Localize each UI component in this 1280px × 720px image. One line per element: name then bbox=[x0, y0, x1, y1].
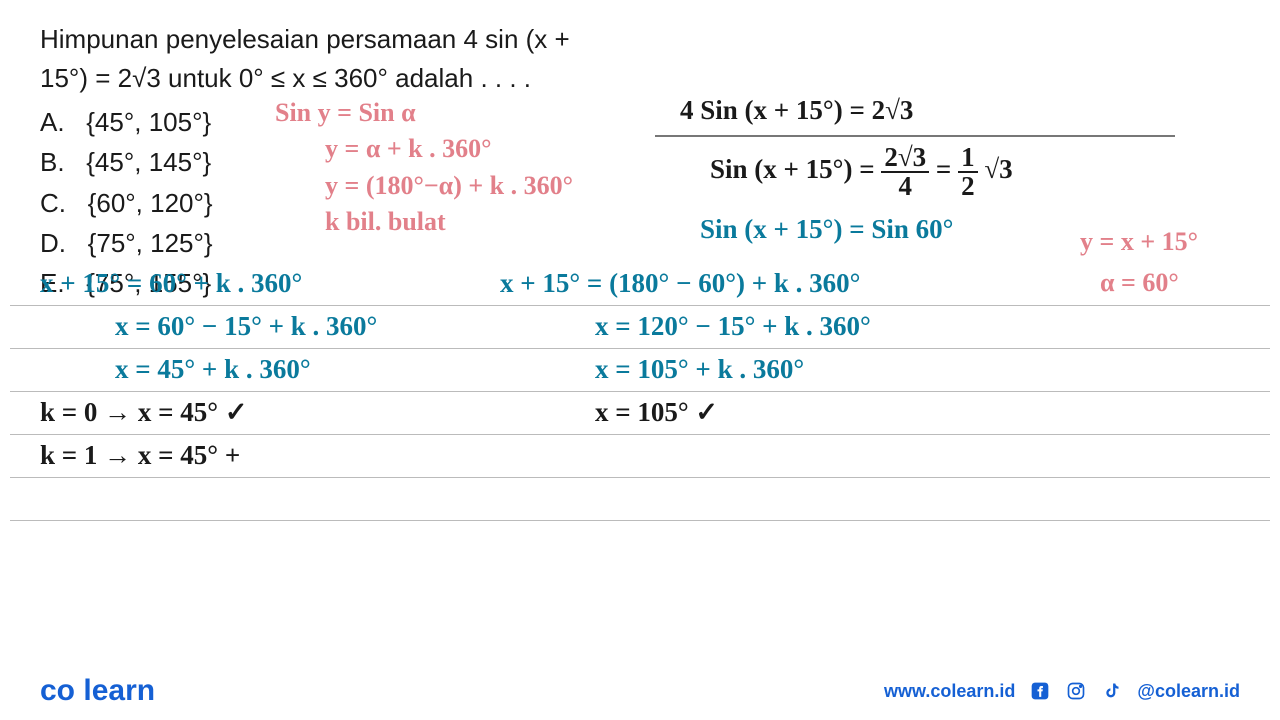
footer-handle: @colearn.id bbox=[1137, 681, 1240, 702]
option-d: D. {75°, 125°} bbox=[40, 223, 280, 263]
ruled-line bbox=[10, 391, 1270, 392]
pink-sub-2: α = 60° bbox=[1100, 268, 1179, 298]
pink-sub-1: y = x + 15° bbox=[1080, 227, 1198, 257]
footer: co learn www.colearn.id @colearn.id bbox=[0, 662, 1280, 720]
pink-formula-block: Sin y = Sin α y = α + k . 360° y = (180°… bbox=[275, 95, 573, 241]
brand-logo: co learn bbox=[40, 674, 155, 708]
work-r4-left: k = 0 → x = 45° ✓ bbox=[40, 397, 247, 428]
ruled-line bbox=[10, 305, 1270, 306]
ruled-line bbox=[10, 434, 1270, 435]
work-r2-left: x = 60° − 15° + k . 360° bbox=[115, 311, 377, 342]
facebook-icon bbox=[1029, 680, 1051, 702]
ruled-line bbox=[10, 477, 1270, 478]
option-a: A. {45°, 105°} bbox=[40, 102, 280, 142]
work-r4-right: x = 105° ✓ bbox=[595, 397, 718, 428]
ruled-line bbox=[10, 520, 1270, 521]
work-r5-left: k = 1 → x = 45° + bbox=[40, 440, 240, 471]
work-r3-right: x = 105° + k . 360° bbox=[595, 354, 804, 385]
pink-line-1: Sin y = Sin α bbox=[275, 95, 573, 131]
pink-line-4: k bil. bulat bbox=[275, 204, 573, 240]
pink-line-2: y = α + k . 360° bbox=[275, 131, 573, 167]
option-c: C. {60°, 120°} bbox=[40, 183, 280, 223]
divider-line bbox=[655, 135, 1175, 137]
pink-line-3: y = (180°−α) + k . 360° bbox=[275, 168, 573, 204]
ruled-line bbox=[10, 348, 1270, 349]
equation-1: 4 Sin (x + 15°) = 2√3 bbox=[680, 95, 1013, 126]
work-r1-right: x + 15° = (180° − 60°) + k . 360° bbox=[500, 268, 860, 299]
footer-url: www.colearn.id bbox=[884, 681, 1015, 702]
option-b: B. {45°, 145°} bbox=[40, 142, 280, 182]
equation-3: Sin (x + 15°) = Sin 60° bbox=[700, 214, 1013, 245]
tiktok-icon bbox=[1101, 680, 1123, 702]
question-line-1: Himpunan penyelesaian persamaan 4 sin (x… bbox=[40, 20, 1240, 59]
instagram-icon bbox=[1065, 680, 1087, 702]
work-right-block: 4 Sin (x + 15°) = 2√3 Sin (x + 15°) = 2√… bbox=[680, 95, 1013, 245]
question-text: Himpunan penyelesaian persamaan 4 sin (x… bbox=[40, 20, 1240, 98]
work-r3-left: x = 45° + k . 360° bbox=[115, 354, 311, 385]
footer-right: www.colearn.id @colearn.id bbox=[884, 680, 1240, 702]
question-line-2: 15°) = 2√3 untuk 0° ≤ x ≤ 360° adalah . … bbox=[40, 59, 1240, 98]
work-r1-left: x + 15° = 60° + k . 360° bbox=[40, 268, 302, 299]
equation-2: Sin (x + 15°) = 2√34 = 12 √3 bbox=[710, 144, 1013, 200]
work-r2-right: x = 120° − 15° + k . 360° bbox=[595, 311, 871, 342]
